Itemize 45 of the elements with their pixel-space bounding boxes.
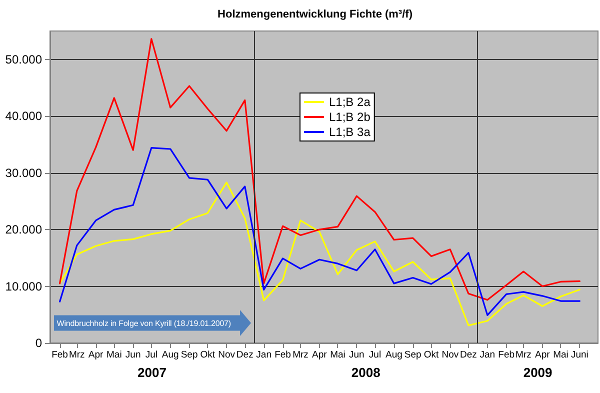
x-tick-label: Mai	[330, 350, 346, 360]
x-tick-label: Dez	[460, 350, 478, 360]
y-tick-label: 0	[35, 336, 42, 350]
x-tick-label: Mai	[553, 350, 568, 360]
chart-title: Holzmengenentwicklung Fichte (m³/f)	[218, 8, 413, 20]
x-tick-label: Dez	[236, 350, 254, 360]
x-tick-label: Jun	[125, 350, 141, 360]
x-tick-label: Jul	[368, 350, 382, 360]
line-series	[58, 147, 580, 316]
x-tick-label: Aug	[162, 350, 179, 360]
x-tick-label: Nov	[442, 350, 459, 360]
x-tick-label: Jan	[480, 350, 496, 360]
x-tick-label: Okt	[424, 350, 439, 360]
y-tick-label: 10.000	[5, 279, 42, 294]
y-tick-label: 40.000	[5, 109, 42, 124]
x-tick-label: Apr	[312, 350, 327, 360]
text: 2008	[351, 365, 380, 380]
x-tick-label: Feb	[274, 350, 291, 360]
legend-label: L1;B 2a	[329, 95, 371, 109]
x-tick-label: Aug	[386, 350, 402, 360]
x-tick-label: Okt	[200, 350, 216, 360]
text: 2009	[523, 365, 552, 380]
legend-label: L1;B 2b	[329, 110, 371, 124]
x-tick-label: Sep	[180, 350, 198, 360]
line-series	[58, 182, 580, 326]
x-tick-label: Mrz	[516, 350, 532, 360]
x-tick-label: Feb	[498, 350, 515, 360]
legend-label: L1;B 3a	[329, 125, 371, 139]
x-tick-label: Jun	[349, 350, 364, 360]
x-tick-label: Feb	[52, 350, 68, 360]
y-tick-label: 30.000	[5, 166, 42, 180]
x-tick-label: Apr	[88, 350, 104, 360]
x-tick-label: Sep	[404, 350, 422, 360]
x-tick-label: Jan	[256, 350, 272, 360]
x-tick-label: Mai	[106, 350, 122, 360]
x-tick-label: Apr	[535, 350, 550, 360]
x-tick-label: Jul	[145, 350, 158, 360]
x-tick-label: Mrz	[292, 350, 309, 360]
line-series	[58, 38, 580, 301]
y-tick-label: 20.000	[5, 222, 42, 237]
x-tick-label: Nov	[218, 350, 236, 360]
y-tick-label: 50.000	[5, 52, 42, 66]
x-tick-label: Juni	[570, 350, 588, 360]
x-tick-label: Mrz	[68, 350, 86, 360]
text: 2007	[138, 365, 166, 380]
